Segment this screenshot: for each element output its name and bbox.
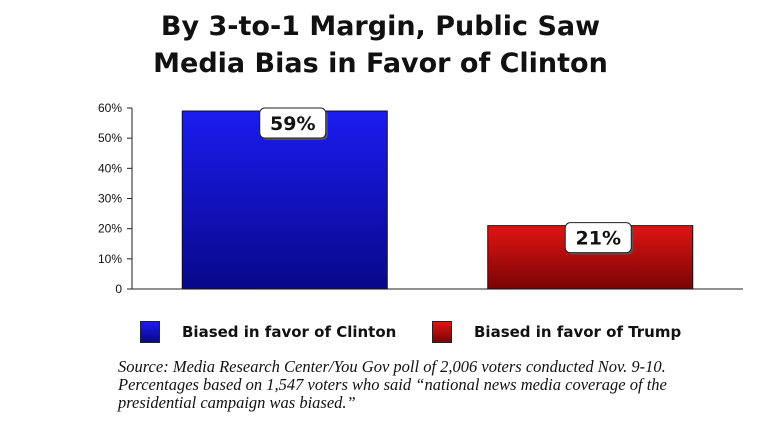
chart-title-line-1: By 3-to-1 Margin, Public Saw — [160, 11, 601, 42]
data-label-box — [259, 107, 327, 139]
y-tick-label: 40% — [98, 161, 122, 175]
y-tick-label: 10% — [98, 252, 122, 266]
chart-title: By 3-to-1 Margin, Public Saw Media Bias … — [0, 8, 761, 82]
data-label: 59% — [270, 113, 315, 135]
legend-label-trump: Biased in favor of Trump — [474, 323, 682, 341]
legend-item-trump: Biased in favor of Trump — [432, 320, 681, 344]
chart-title-line-2: Media Bias in Favor of Clinton — [153, 48, 608, 79]
source-line-3: presidential campaign was biased.” — [118, 393, 356, 412]
bar-chart: 0 10% 20% 30% 40% 50% 60% 59% 21% — [98, 101, 743, 296]
legend-swatch-clinton — [140, 321, 160, 343]
legend-label-clinton: Biased in favor of Clinton — [182, 323, 397, 341]
source-note: Source: Media Research Center/You Gov po… — [118, 358, 748, 412]
y-axis: 0 10% 20% 30% 40% 50% 60% — [98, 101, 743, 296]
bars — [181, 110, 694, 290]
legend-item-clinton: Biased in favor of Clinton — [140, 320, 396, 344]
data-labels: 59% 21% — [259, 107, 634, 255]
y-tick-label: 20% — [98, 222, 122, 236]
y-tick-label: 0 — [115, 282, 122, 296]
y-tick-label: 60% — [98, 101, 122, 115]
bar-clinton — [181, 110, 388, 290]
source-line-2: Percentages based on 1,547 voters who sa… — [118, 375, 667, 394]
data-label-box — [564, 222, 632, 254]
y-tick-label: 50% — [98, 131, 122, 145]
y-tick-label: 30% — [98, 192, 122, 206]
source-line-1: Source: Media Research Center/You Gov po… — [118, 357, 666, 376]
legend-swatch-trump — [432, 321, 452, 343]
data-label: 21% — [576, 228, 621, 250]
